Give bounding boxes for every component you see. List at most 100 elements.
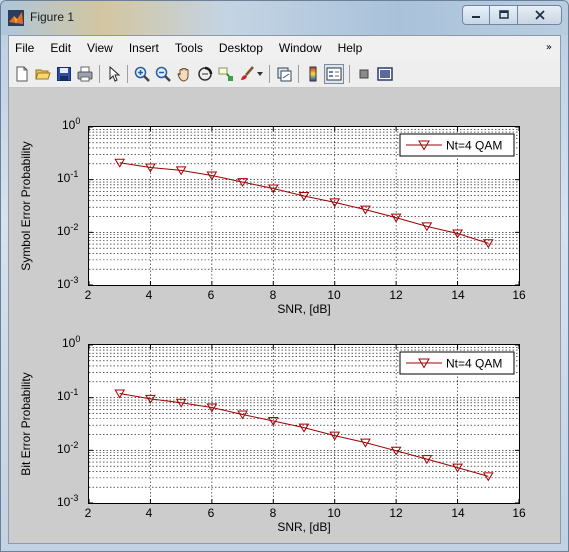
menu-file[interactable]: File: [15, 41, 35, 55]
menu-overflow-icon[interactable]: »: [545, 42, 552, 53]
brush-icon: [241, 66, 254, 80]
axes-1-xtick: 6: [207, 288, 215, 302]
toolbar-separator: [99, 65, 100, 83]
legend-label: Nt=4 QAM: [446, 357, 502, 371]
data-cursor-button[interactable]: [216, 64, 236, 84]
axes-1-xtick: 10: [327, 288, 341, 302]
menu-tools[interactable]: Tools: [174, 41, 203, 55]
axes-1-ylabel: Symbol Error Probability: [19, 141, 33, 271]
brush-dropdown-button[interactable]: [256, 64, 264, 84]
axes-1-xtick: 16: [512, 288, 526, 302]
close-icon: [534, 10, 545, 20]
figure-toolbar: [9, 61, 560, 88]
axes-2-xtick: 4: [145, 506, 153, 520]
axes-2-xtick: 6: [207, 506, 215, 520]
open-file-icon: [35, 69, 51, 80]
axes-2-xtick: 2: [84, 506, 92, 520]
maximize-icon: [498, 10, 509, 19]
data-point-marker: [482, 239, 494, 249]
data-point-marker: [206, 171, 218, 181]
pointer-button[interactable]: [104, 64, 124, 84]
axes-1-xtick: 8: [269, 288, 277, 302]
print-button[interactable]: [75, 64, 95, 84]
figure-canvas: Symbol Error Probability Nt=4 QAM 100 10…: [9, 88, 560, 543]
axes-1-xtick: 14: [451, 288, 465, 302]
axes-1-xtick: 2: [84, 288, 92, 302]
show-plot-tools-button[interactable]: [375, 64, 395, 84]
data-point-marker: [360, 438, 371, 448]
zoom-in-button[interactable]: [132, 64, 152, 84]
hide-plot-tools-icon: [359, 69, 369, 79]
rotate-3d-button[interactable]: [195, 64, 215, 84]
data-point-marker: [329, 198, 341, 208]
data-point-marker: [237, 410, 248, 420]
legend: Nt=4 QAM: [399, 133, 515, 157]
brush-dropdown-icon: [257, 72, 263, 76]
menu-desktop[interactable]: Desktop: [218, 41, 263, 55]
close-button[interactable]: [518, 5, 562, 25]
menu-insert[interactable]: Insert: [128, 41, 159, 55]
data-point-marker: [452, 463, 463, 473]
toolbar-separator: [127, 65, 128, 83]
legend: Nt=4 QAM: [399, 351, 515, 375]
print-icon: [77, 66, 93, 82]
data-point-marker: [267, 417, 279, 427]
rotate-3d-icon: [198, 66, 213, 81]
axes-1-xlabel: SNR, [dB]: [277, 302, 331, 316]
axes-2-ylabel-wrap: Bit Error Probability: [19, 344, 33, 504]
minimize-button[interactable]: [462, 5, 490, 25]
data-point-marker: [175, 398, 187, 408]
data-point-marker: [145, 163, 156, 173]
legend-icon: [326, 67, 342, 81]
axes-2-ytick: 10-3: [57, 493, 79, 509]
data-point-marker: [206, 403, 218, 413]
hide-plot-tools-button[interactable]: [354, 64, 374, 84]
minimize-icon: [472, 16, 480, 18]
data-point-marker: [329, 431, 341, 441]
menu-view[interactable]: View: [87, 41, 113, 55]
data-point-marker: [298, 423, 310, 433]
axes-2-xlabel: SNR, [dB]: [277, 520, 331, 534]
series-line: [119, 393, 489, 477]
axes-1[interactable]: Nt=4 QAM: [88, 126, 520, 286]
matlab-logo-icon: [8, 10, 24, 26]
axes-2[interactable]: Nt=4 QAM: [88, 344, 520, 504]
link-plot-button[interactable]: [274, 64, 294, 84]
zoom-out-button[interactable]: [153, 64, 173, 84]
data-point-marker: [421, 222, 433, 232]
data-point-marker: [267, 184, 279, 194]
colorbar-button[interactable]: [303, 64, 323, 84]
open-file-button[interactable]: [33, 64, 53, 84]
maximize-button[interactable]: [490, 5, 518, 25]
series-line: [119, 162, 489, 244]
data-point-marker: [390, 446, 402, 456]
menu-window[interactable]: Window: [278, 41, 322, 55]
data-point-marker: [390, 213, 402, 223]
title-bar[interactable]: Figure 1: [1, 1, 568, 35]
axes-1-ytick: 10-2: [57, 222, 79, 238]
toolbar-separator: [298, 65, 299, 83]
legend-button[interactable]: [324, 64, 344, 84]
axes-2-ylabel: Bit Error Probability: [19, 372, 33, 476]
save-button[interactable]: [54, 64, 74, 84]
menu-edit[interactable]: Edit: [50, 41, 72, 55]
data-point-marker: [145, 394, 156, 404]
axes-2-ytick: 100: [62, 334, 81, 350]
axes-1-xtick: 4: [145, 288, 153, 302]
new-figure-button[interactable]: [12, 64, 32, 84]
toolbar-separator: [269, 65, 270, 83]
brush-button[interactable]: [237, 64, 257, 84]
axes-2-ytick: 10-1: [57, 387, 79, 403]
toolbar-separator: [349, 65, 350, 83]
data-point-marker: [452, 229, 463, 239]
zoom-in-icon: [134, 66, 150, 82]
axes-1-ylabel-wrap: Symbol Error Probability: [19, 126, 33, 286]
pan-button[interactable]: [174, 64, 194, 84]
zoom-out-icon: [155, 66, 171, 82]
link-plot-icon: [277, 67, 292, 82]
menu-help[interactable]: Help: [337, 41, 363, 55]
figure-client-area: File Edit View Insert Tools Desktop Wind…: [8, 35, 561, 544]
legend-marker: [418, 140, 430, 151]
legend-box: [399, 351, 515, 375]
